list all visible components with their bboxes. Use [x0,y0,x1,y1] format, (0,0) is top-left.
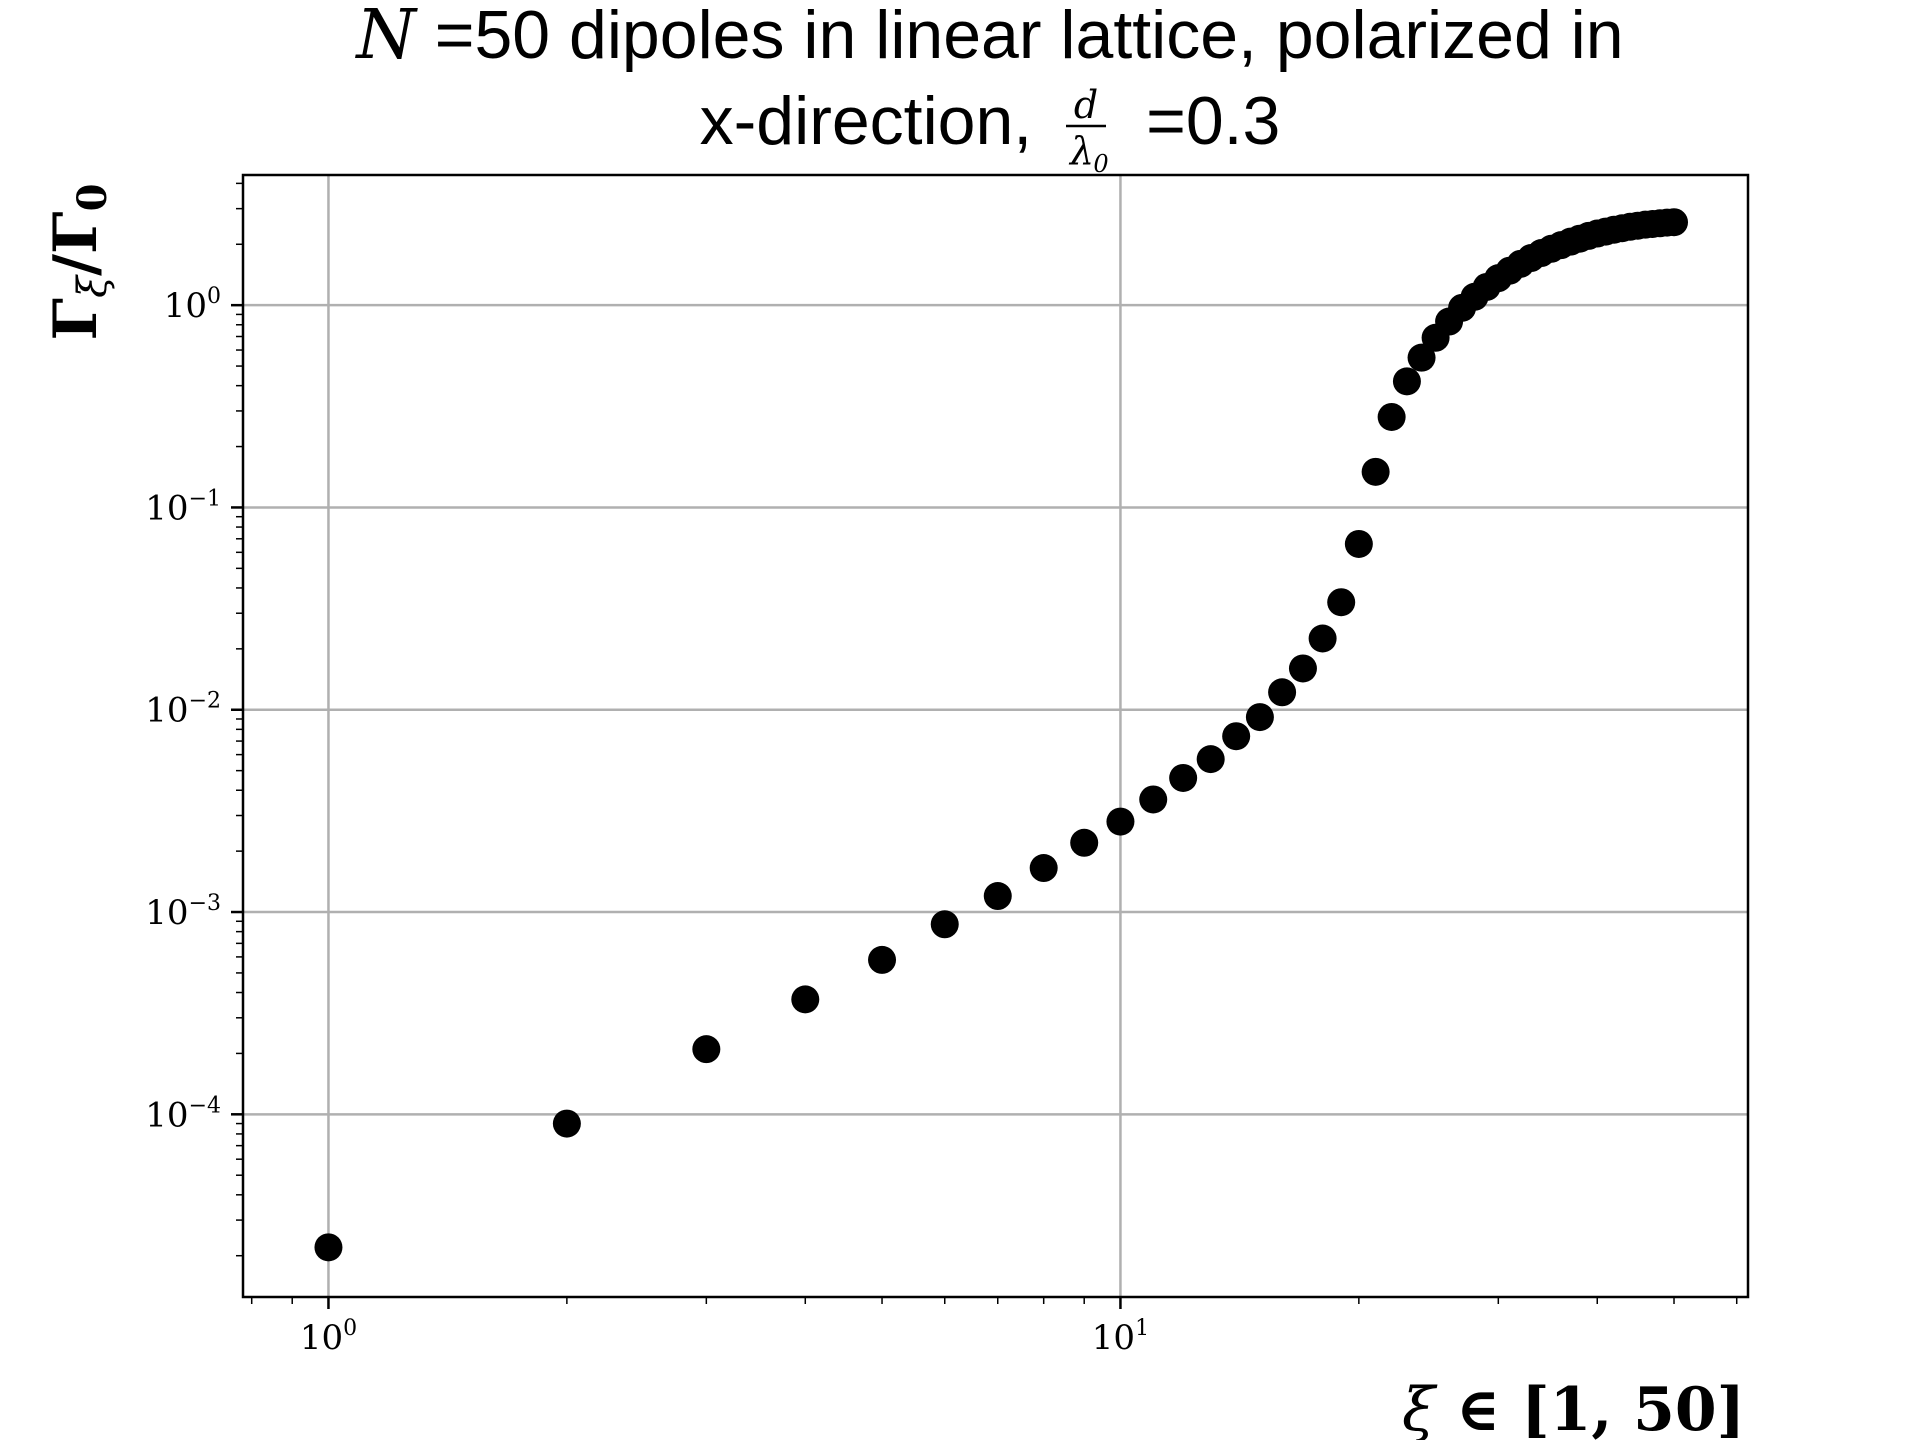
data-point [1660,208,1689,237]
data-point [552,1109,581,1138]
title-n-symbol: N [354,0,418,75]
y-tick-label: 10−3 [145,891,221,933]
title-line-1-text: =50 dipoles in linear lattice, polarized… [416,0,1624,73]
data-point [1106,807,1135,836]
y-label-sub: ξ [70,274,116,298]
data-points [314,208,1689,1262]
title-line-2-suffix: =0.3 [1146,83,1280,159]
chart-title-line-2: x-direction, =0.3 [700,83,1281,159]
data-point [930,910,959,939]
data-point [1361,457,1390,486]
x-label-xi: ξ [1402,1375,1438,1440]
chart-title-line-1: N =50 dipoles in linear lattice, polariz… [354,0,1623,75]
data-point [983,882,1012,911]
grid [243,175,1748,1297]
data-point [1139,785,1168,814]
data-point [1222,722,1251,751]
data-point [1288,654,1317,683]
plot-frame [241,173,1750,1299]
data-point [1407,343,1436,372]
y-label-sub0: 0 [69,184,116,212]
minor-ticks [236,182,1738,1304]
y-label-gamma: Γ [41,298,111,341]
y-tick-label: 100 [164,284,221,326]
data-point [1169,763,1198,792]
data-point [1377,402,1406,431]
data-point [314,1233,343,1262]
data-point [868,945,897,974]
major-ticks [231,303,1122,1309]
title-fraction-denominator-sub: 0 [1093,150,1108,178]
x-label-range: ∈ [1, 50] [1435,1375,1745,1440]
y-tick-label: 10−4 [145,1093,221,1135]
data-point [1245,703,1274,732]
title-fraction: d λ 0 [1066,83,1109,178]
x-axis-label: ξ ∈ [1, 50] [1402,1375,1745,1440]
x-tick-label: 101 [1092,1316,1149,1358]
title-line-2-prefix: x-direction, [700,83,1051,159]
data-point [1392,367,1421,396]
y-axis-label: Γξ/Γ0 [41,184,116,341]
data-point [1344,529,1373,558]
title-fraction-numerator: d [1074,83,1098,127]
tick-labels: 100 101 100 10−1 10−2 10−3 10−4 [145,284,1149,1358]
data-point [1308,624,1337,653]
data-point [1196,745,1225,774]
y-tick-label: 10−2 [145,689,221,731]
y-label-slash: /Γ [41,211,111,276]
title-fraction-denominator: λ [1068,129,1094,173]
y-tick-label: 10−1 [145,486,221,528]
data-point [1327,588,1356,617]
x-tick-label: 100 [300,1316,357,1358]
data-point [1268,678,1297,707]
data-point [692,1035,721,1064]
data-point [791,985,820,1014]
data-point [1070,828,1099,857]
data-point [1029,854,1058,883]
